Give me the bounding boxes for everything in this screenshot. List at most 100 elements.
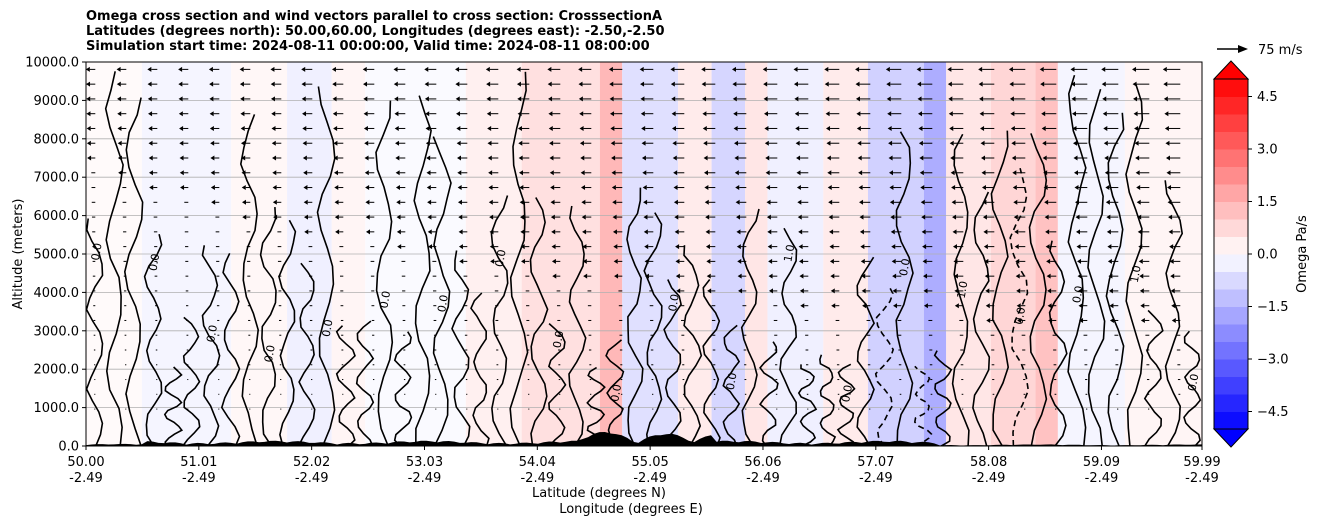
wind-vector-head [304, 229, 309, 235]
contour-line-55 [1143, 309, 1164, 446]
wind-vector-head [825, 111, 830, 117]
contour-line-41 [874, 284, 895, 446]
wind-vector-head [1042, 140, 1047, 146]
y-tick-label-2: 2000.0 [34, 363, 80, 378]
wind-vector-head [86, 66, 90, 72]
wind-vector-head [393, 66, 398, 72]
title-line-1: Omega cross section and wind vectors par… [86, 9, 663, 24]
wind-vector-head [1072, 140, 1077, 146]
wind-vector-head [519, 199, 524, 205]
wind-vector-head [918, 125, 923, 131]
wind-vector-head [794, 96, 799, 102]
wind-vector-head [923, 288, 928, 294]
x-tick-label-lon-4: -2.49 [520, 471, 554, 486]
wind-vector-head [1070, 81, 1075, 87]
wind-vector-head [1077, 258, 1082, 264]
wind-vector-head [1042, 155, 1047, 161]
wind-vector-head [1014, 229, 1019, 235]
wind-vector-head [271, 140, 276, 146]
wind-vector-head [458, 229, 463, 235]
contour-line-20 [470, 292, 490, 446]
colorbar-segment [1214, 184, 1248, 202]
wind-vector-head [117, 111, 122, 117]
wind-vector-head [702, 111, 707, 117]
wind-vector-head [240, 111, 245, 117]
contour-line-11 [297, 262, 316, 446]
contour-line-32 [702, 279, 721, 446]
wind-vector-head [86, 96, 91, 102]
wind-vector-head [1107, 244, 1112, 250]
wind-vector-head [738, 288, 743, 294]
wind-vector-head [1167, 185, 1172, 191]
wind-vector-head [857, 155, 862, 161]
wind-vector-head [920, 199, 925, 205]
wind-vector-head [86, 81, 91, 87]
contour-line-17 [413, 95, 432, 446]
wind-vector-head [919, 155, 924, 161]
wind-vector-head [210, 185, 215, 191]
wind-vector-head [952, 214, 957, 220]
contour-label-12: 0.0 [320, 318, 336, 337]
wind-vector-head [1109, 303, 1114, 309]
wind-vector-layer [86, 66, 1181, 410]
wind-vector-head [670, 81, 675, 87]
wind-vector-head [826, 155, 831, 161]
wind-vector-head [612, 199, 617, 205]
wind-vector-head [828, 214, 833, 220]
wind-vector-head [363, 125, 368, 131]
wind-vector-head [1016, 303, 1021, 309]
wind-vector-head [951, 185, 956, 191]
wind-vector-head [302, 140, 307, 146]
x-tick-label-lon-9: -2.49 [1085, 471, 1119, 486]
contour-label-24: 0.0 [551, 330, 567, 349]
wind-vector-head [768, 273, 773, 279]
wind-vector-head [732, 66, 737, 72]
wind-vector-head [332, 111, 337, 117]
wind-vector-head [1163, 96, 1168, 102]
wind-vector-head [1105, 185, 1110, 191]
wind-vector-head [954, 288, 959, 294]
wind-vector-head [1136, 185, 1141, 191]
colorbar: 4.5 3.0 1.5 0.0 −1.5 −3.0 −4.5 [1212, 60, 1289, 448]
wind-vector-head [578, 66, 583, 72]
wind-vector-head [364, 140, 369, 146]
wind-vector-head [763, 96, 768, 102]
x-tick-label-lat-10: 59.99 [1183, 455, 1220, 470]
x-tick-label-lat-9: 59.09 [1083, 455, 1120, 470]
wind-vector-head [736, 214, 741, 220]
wind-vector-head [116, 81, 121, 87]
wind-vector-head [457, 199, 462, 205]
wind-vector-head [427, 199, 432, 205]
wind-vector-head [1015, 273, 1020, 279]
wind-vector-head [551, 229, 556, 235]
wind-vector-head [517, 111, 522, 117]
wind-vector-head [674, 229, 679, 235]
wind-vector-head [518, 140, 523, 146]
y-tick-label-6: 6000.0 [34, 209, 80, 224]
wind-vector-head [922, 258, 927, 264]
contour-line-56 [1164, 180, 1184, 446]
wind-vector-head [1162, 66, 1167, 72]
wind-vector-head [736, 229, 741, 235]
wind-vector-head [582, 229, 587, 235]
wind-vector-head [366, 229, 371, 235]
wind-vector-head [363, 96, 368, 102]
wind-vector-head [301, 81, 306, 87]
wind-vector-head [640, 111, 645, 117]
wind-vector-head [1039, 66, 1044, 72]
wind-vector-head [675, 244, 680, 250]
wind-vector-head [517, 125, 522, 131]
wind-vector-head [825, 96, 830, 102]
wind-vector-head [794, 111, 799, 117]
wind-vector-head [888, 140, 893, 146]
wind-vector-head [640, 96, 645, 102]
x-tick-label-lat-4: 54.04 [519, 455, 556, 470]
wind-vector-head [548, 96, 553, 102]
wind-vector-head [641, 125, 646, 131]
wind-vector-head [1044, 199, 1049, 205]
contour-line-18 [432, 136, 452, 446]
wind-vector-head [333, 170, 338, 176]
wind-vector-head [953, 273, 958, 279]
wind-vector-head [396, 229, 401, 235]
